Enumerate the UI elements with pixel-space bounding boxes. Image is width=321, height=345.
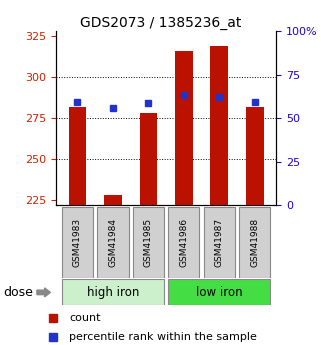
Bar: [97, 207, 128, 278]
Bar: [133, 207, 164, 278]
Bar: [140, 113, 157, 205]
Text: GSM41983: GSM41983: [73, 218, 82, 267]
Text: high iron: high iron: [87, 286, 139, 299]
Bar: [69, 107, 86, 205]
Text: low iron: low iron: [196, 286, 243, 299]
Text: dose: dose: [3, 286, 33, 299]
Text: GSM41985: GSM41985: [144, 218, 153, 267]
Bar: [168, 207, 199, 278]
Text: GSM41987: GSM41987: [215, 218, 224, 267]
Text: GSM41986: GSM41986: [179, 218, 188, 267]
Bar: [239, 207, 270, 278]
Bar: [104, 195, 122, 205]
Bar: [168, 279, 270, 305]
Text: GDS2073 / 1385236_at: GDS2073 / 1385236_at: [80, 16, 241, 30]
Bar: [62, 279, 164, 305]
Bar: [62, 207, 93, 278]
Text: percentile rank within the sample: percentile rank within the sample: [69, 332, 257, 342]
Bar: [246, 107, 264, 205]
Bar: [211, 46, 228, 205]
Bar: [175, 51, 193, 205]
Text: count: count: [69, 313, 100, 323]
Text: GSM41984: GSM41984: [108, 218, 117, 267]
Bar: [204, 207, 235, 278]
Text: GSM41988: GSM41988: [250, 218, 259, 267]
FancyArrow shape: [37, 288, 50, 297]
